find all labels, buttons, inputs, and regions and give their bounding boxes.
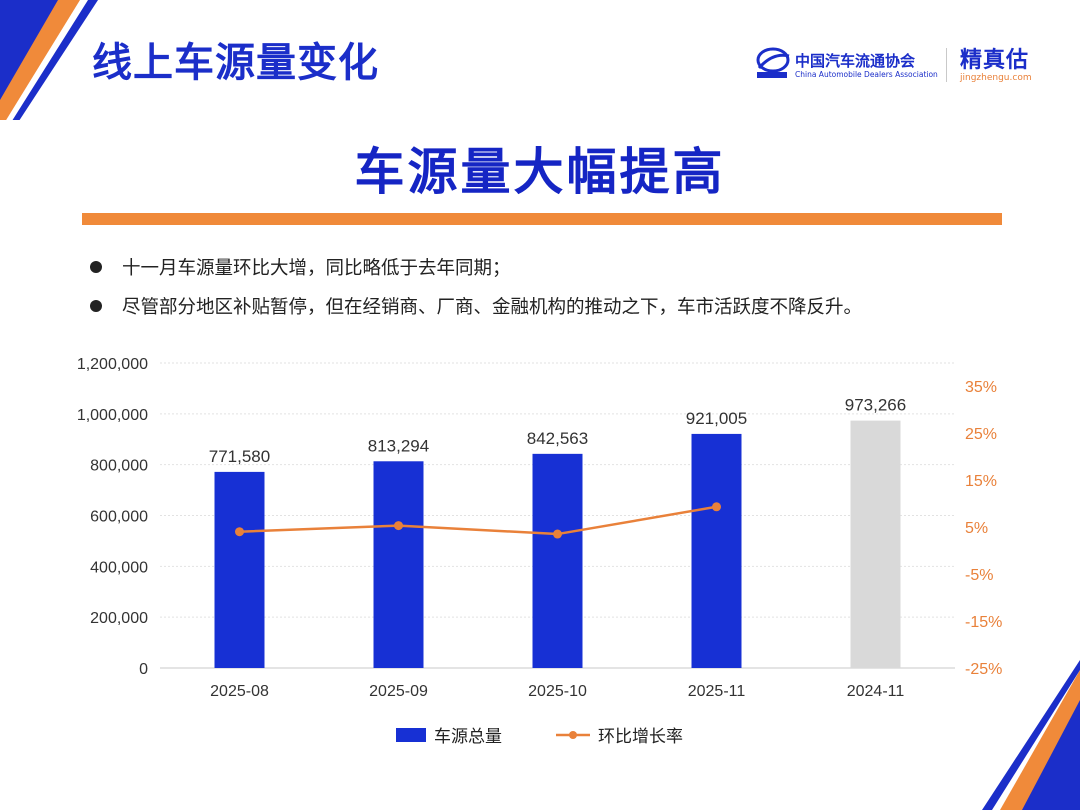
cada-logo: 中国汽车流通协会 China Automobile Dealers Associ… bbox=[755, 42, 940, 86]
bar bbox=[850, 420, 901, 668]
bullet-item-1: 十一月车源量环比大增，同比略低于去年同期； bbox=[90, 254, 511, 280]
y-right-tick-label: -15% bbox=[965, 614, 1002, 631]
bar bbox=[691, 433, 742, 668]
bar-data-label: 973,266 bbox=[845, 396, 906, 415]
y-right-tick-label: 35% bbox=[965, 379, 997, 396]
bullet-dot bbox=[90, 300, 102, 312]
x-tick-label: 2025-11 bbox=[688, 683, 746, 700]
bar-data-label: 921,005 bbox=[686, 409, 747, 428]
bullet-dot bbox=[90, 261, 102, 273]
jzg-logo-cn: 精真估 bbox=[960, 48, 1030, 73]
combo-chart: 0 200,000 400,000 600,000 800,000 1,000,000 1,… bbox=[77, 356, 1003, 700]
bullet-item-2: 尽管部分地区补贴暂停，但在经销商、厂商、金融机构的推动之下，车市活跃度不降反升。 bbox=[90, 293, 862, 319]
y-right-tick-label: 5% bbox=[965, 520, 988, 537]
accent-rule bbox=[82, 213, 1002, 225]
x-tick-label: 2024-11 bbox=[847, 683, 905, 700]
y-left-tick-label: 1,200,000 bbox=[77, 356, 148, 373]
bar-data-label: 842,563 bbox=[527, 429, 588, 448]
bullet-text: 尽管部分地区补贴暂停，但在经销商、厂商、金融机构的推动之下，车市活跃度不降反升。 bbox=[122, 297, 863, 318]
y-right-tick-label: -25% bbox=[965, 661, 1002, 678]
line-point bbox=[235, 527, 244, 537]
y-left-tick-label: 600,000 bbox=[90, 509, 148, 526]
x-tick-label: 2025-09 bbox=[369, 683, 428, 700]
cada-logo-cn: 中国汽车流通协会 bbox=[795, 52, 916, 70]
corner-decoration-bottom-right bbox=[982, 660, 1080, 810]
bar-data-label: 771,580 bbox=[209, 447, 270, 466]
line-series bbox=[239, 505, 717, 536]
x-tick-label: 2025-10 bbox=[528, 683, 587, 700]
legend-swatch-line bbox=[556, 731, 590, 739]
cada-logo-icon bbox=[756, 47, 790, 78]
bar bbox=[214, 471, 265, 668]
y-left-tick-label: 800,000 bbox=[90, 458, 148, 475]
legend-item-bars: 车源总量 bbox=[396, 722, 502, 747]
y-right-tick-label: 15% bbox=[965, 473, 997, 490]
bullet-text: 十一月车源量环比大增，同比略低于去年同期； bbox=[122, 258, 511, 279]
logo-divider bbox=[946, 48, 947, 82]
legend-swatch-bar bbox=[396, 728, 426, 742]
y-right-tick-label: -5% bbox=[965, 567, 993, 584]
y-left-tick-label: 0 bbox=[139, 661, 148, 678]
page-title: 线上车源量变化 bbox=[92, 40, 379, 86]
bar-data-label: 813,294 bbox=[368, 436, 429, 455]
cada-logo-en: China Automobile Dealers Association bbox=[795, 70, 938, 79]
y-left-tick-label: 1,000,000 bbox=[77, 407, 148, 424]
jzg-logo: 精真估 jingzhengu.com bbox=[960, 42, 1032, 83]
legend-label-line: 环比增长率 bbox=[598, 727, 683, 747]
bar bbox=[373, 461, 424, 668]
legend-item-line: 环比增长率 bbox=[556, 722, 683, 747]
line-point bbox=[712, 502, 721, 512]
x-tick-label: 2025-08 bbox=[210, 683, 269, 700]
corner-decoration-top-left bbox=[0, 0, 98, 120]
legend-label-bars: 车源总量 bbox=[434, 727, 502, 747]
bar bbox=[532, 453, 583, 668]
line-point bbox=[394, 521, 403, 531]
headline: 车源量大幅提高 bbox=[354, 143, 726, 201]
y-left-tick-label: 200,000 bbox=[90, 610, 148, 627]
y-right-tick-label: 25% bbox=[965, 426, 997, 443]
line-point bbox=[553, 529, 562, 539]
jzg-logo-en: jingzhengu.com bbox=[960, 73, 1032, 83]
y-left-tick-label: 400,000 bbox=[90, 559, 148, 576]
